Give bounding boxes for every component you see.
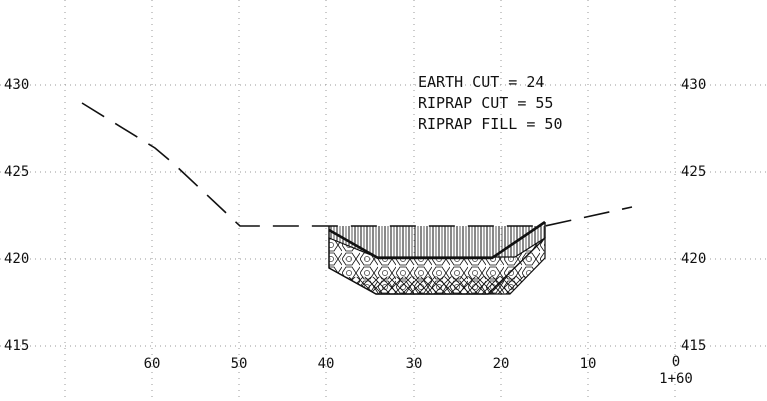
- offset-labels: 60 50 40 30 20 10 0 1+60: [144, 354, 693, 387]
- elevation-label-left-430: 430: [4, 77, 29, 93]
- elevation-label-right-420: 420: [681, 251, 706, 267]
- offset-label-0: 0: [672, 354, 680, 370]
- offset-label-60: 60: [144, 356, 161, 372]
- proposed-channel-bottom: [328, 220, 546, 260]
- earth-cut-note: EARTH CUT = 24: [418, 73, 544, 91]
- elevation-label-left-425: 425: [4, 164, 29, 180]
- grid-vertical: [64, 0, 676, 401]
- riprap-outline: [328, 222, 546, 295]
- elevation-label-right-415: 415: [681, 338, 706, 354]
- riprap-cut-note: RIPRAP CUT = 55: [418, 94, 553, 112]
- elevation-labels-left: 430 425 420 415: [4, 77, 29, 354]
- existing-ground-line: [81, 102, 633, 227]
- offset-label-40: 40: [318, 356, 335, 372]
- elevation-label-right-425: 425: [681, 164, 706, 180]
- offset-label-10: 10: [580, 356, 597, 372]
- riprap-fill-note: RIPRAP FILL = 50: [418, 115, 563, 133]
- elevation-label-left-415: 415: [4, 338, 29, 354]
- riprap-cut-area: [329, 226, 545, 257]
- offset-label-30: 30: [406, 356, 423, 372]
- riprap-base-area: [345, 276, 528, 294]
- riprap-section: [328, 220, 546, 295]
- offset-label-20: 20: [493, 356, 510, 372]
- offset-label-50: 50: [231, 356, 248, 372]
- station-label: 1+60: [659, 371, 693, 387]
- quantity-notes: EARTH CUT = 24 RIPRAP CUT = 55 RIPRAP FI…: [418, 73, 563, 133]
- elevation-label-right-430: 430: [681, 77, 706, 93]
- elevation-label-left-420: 420: [4, 251, 29, 267]
- elevation-labels-right: 430 425 420 415: [681, 77, 706, 354]
